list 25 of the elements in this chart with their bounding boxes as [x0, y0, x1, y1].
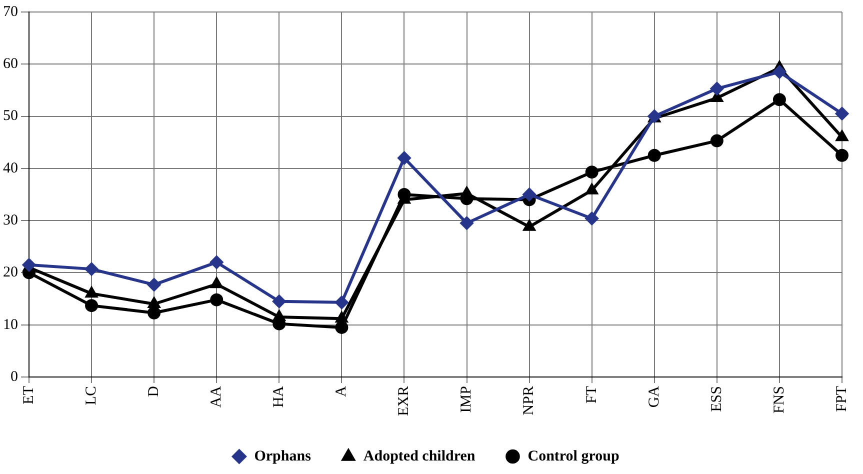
x-tick-label: IMP: [458, 386, 475, 413]
x-tick-label: AA: [208, 386, 225, 408]
x-tick-label: A: [334, 386, 350, 397]
y-tick-label: 0: [10, 368, 18, 385]
x-tick-label: ESS: [708, 386, 725, 412]
y-tick-label: 40: [3, 160, 18, 176]
x-tick-label: LC: [83, 386, 100, 406]
legend-label: Control group: [528, 448, 620, 464]
x-tick-label: HA: [271, 386, 288, 408]
x-tick-label: FPT: [834, 386, 850, 412]
x-tick-label: GA: [646, 386, 662, 408]
y-tick-label: 30: [3, 212, 18, 229]
y-tick-label: 70: [3, 4, 18, 20]
legend-label: Orphans: [254, 448, 312, 464]
x-tick-label: NPR: [521, 386, 538, 416]
x-tick-label: ET: [20, 386, 37, 404]
x-tick-label: EXR: [396, 386, 412, 416]
legend-label: Adopted children: [363, 448, 476, 464]
x-tick-label: FT: [584, 386, 600, 404]
y-tick-label: 60: [3, 56, 18, 72]
x-tick-label: FNS: [771, 386, 788, 414]
y-tick-label: 20: [3, 264, 18, 281]
y-tick-label: 10: [3, 316, 18, 333]
x-tick-label: D: [146, 386, 162, 397]
y-tick-label: 50: [3, 108, 18, 124]
